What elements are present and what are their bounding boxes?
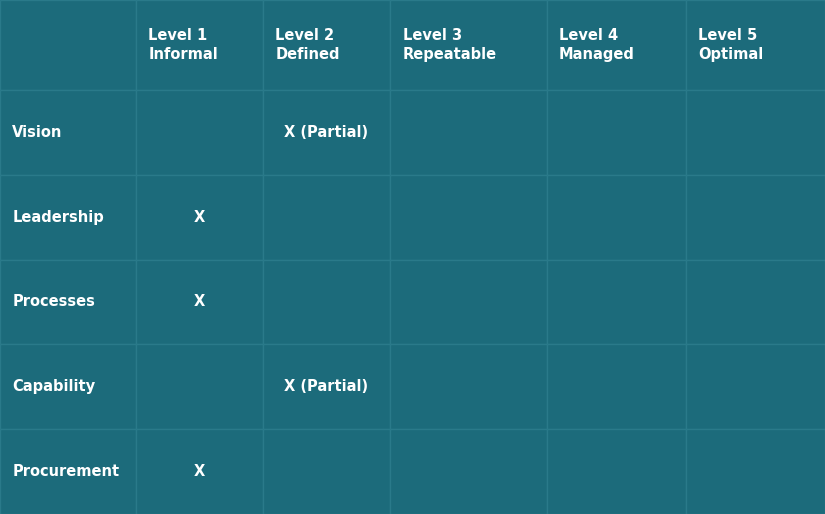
Bar: [686, 260, 825, 344]
Bar: [136, 260, 263, 344]
Bar: [263, 429, 390, 514]
Bar: [546, 260, 686, 344]
Bar: [0, 175, 136, 260]
Text: X: X: [194, 210, 205, 225]
Bar: [263, 90, 390, 175]
Text: Leadership: Leadership: [12, 210, 104, 225]
Text: X (Partial): X (Partial): [285, 379, 369, 394]
Bar: [686, 90, 825, 175]
Text: Level 2
Defined: Level 2 Defined: [276, 28, 340, 62]
Bar: [390, 90, 546, 175]
Bar: [136, 90, 263, 175]
Bar: [390, 429, 546, 514]
Bar: [546, 429, 686, 514]
Text: Level 5
Optimal: Level 5 Optimal: [698, 28, 763, 62]
Bar: [546, 0, 686, 90]
Bar: [686, 175, 825, 260]
Bar: [136, 175, 263, 260]
Bar: [686, 344, 825, 429]
Bar: [263, 344, 390, 429]
Bar: [546, 175, 686, 260]
Bar: [390, 0, 546, 90]
Bar: [0, 0, 136, 90]
Bar: [546, 344, 686, 429]
Bar: [263, 175, 390, 260]
Bar: [136, 344, 263, 429]
Bar: [136, 429, 263, 514]
Bar: [686, 0, 825, 90]
Bar: [390, 260, 546, 344]
Text: Vision: Vision: [12, 125, 63, 140]
Text: X: X: [194, 464, 205, 479]
Text: X (Partial): X (Partial): [285, 125, 369, 140]
Bar: [390, 175, 546, 260]
Text: X: X: [194, 295, 205, 309]
Bar: [0, 344, 136, 429]
Bar: [390, 344, 546, 429]
Text: Procurement: Procurement: [12, 464, 120, 479]
Bar: [0, 90, 136, 175]
Text: Level 3
Repeatable: Level 3 Repeatable: [403, 28, 497, 62]
Bar: [263, 0, 390, 90]
Bar: [136, 0, 263, 90]
Text: Capability: Capability: [12, 379, 96, 394]
Bar: [686, 429, 825, 514]
Bar: [263, 260, 390, 344]
Bar: [546, 90, 686, 175]
Text: Processes: Processes: [12, 295, 95, 309]
Text: Level 4
Managed: Level 4 Managed: [559, 28, 634, 62]
Text: Level 1
Informal: Level 1 Informal: [148, 28, 218, 62]
Bar: [0, 260, 136, 344]
Bar: [0, 429, 136, 514]
